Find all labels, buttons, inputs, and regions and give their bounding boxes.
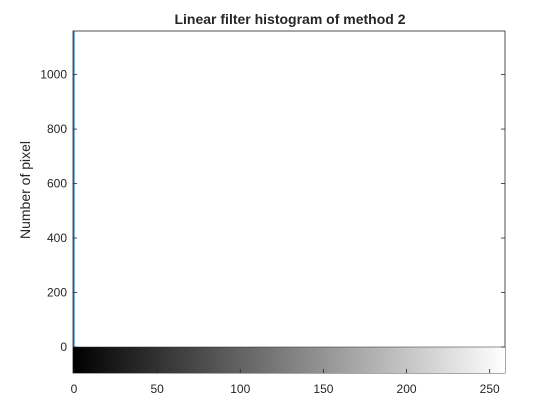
x-tick-label: 150 <box>313 382 333 396</box>
y-tick-label: 400 <box>47 231 67 245</box>
x-tick-label: 0 <box>71 382 78 396</box>
x-tick-label: 50 <box>150 382 164 396</box>
y-tick-label: 800 <box>47 122 67 136</box>
y-tick-label: 600 <box>47 177 67 191</box>
x-tick-label: 250 <box>480 382 500 396</box>
bar-series <box>73 31 75 347</box>
grayscale-colorbar <box>73 347 505 373</box>
y-tick-label: 1000 <box>40 68 67 82</box>
x-axis-ticks: 0 50 100 150 200 250 <box>71 369 500 396</box>
x-tick-label: 200 <box>397 382 417 396</box>
histogram-bar <box>73 31 75 347</box>
y-axis-ticks: 0 200 400 600 800 1000 <box>40 68 505 354</box>
y-tick-label: 0 <box>60 340 67 354</box>
y-tick-label: 200 <box>47 286 67 300</box>
y-axis-label: Number of pixel <box>17 141 33 239</box>
chart-title: Linear filter histogram of method 2 <box>174 11 405 27</box>
plot-area-frame <box>72 30 506 374</box>
x-tick-label: 100 <box>230 382 250 396</box>
